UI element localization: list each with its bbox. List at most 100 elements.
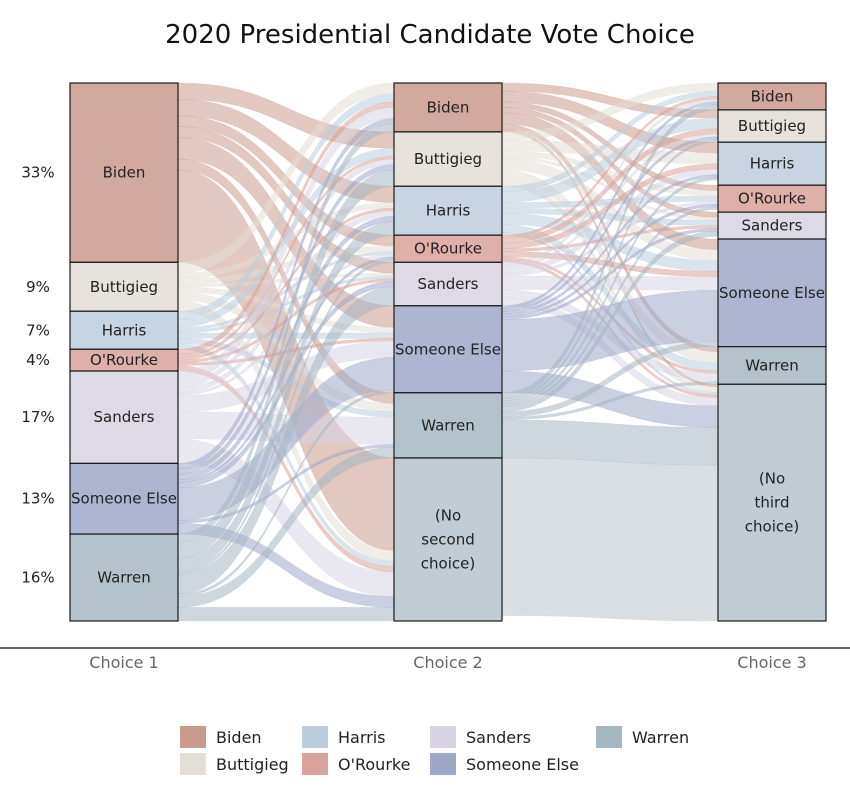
node-2-someone-else: Someone Else <box>393 305 503 394</box>
node-3-buttigieg: Buttigieg <box>717 109 827 143</box>
pct-label-o-rourke: 4% <box>26 351 50 369</box>
axis-layer: Choice 1 Choice 2 Choice 3 <box>0 647 850 672</box>
node-rect <box>393 305 503 394</box>
legend-swatch <box>430 726 456 748</box>
node-2-no-second-choice: (No second choice) <box>393 457 503 622</box>
pct-label-sanders: 17% <box>21 408 54 426</box>
x-tick-label-2: Choice 2 <box>413 653 482 672</box>
legend-label: Buttigieg <box>216 755 289 774</box>
node-label: (No third choice) <box>745 470 799 536</box>
node-1-harris: Harris <box>69 310 179 350</box>
node-label: Sanders <box>94 408 155 426</box>
node-label: Warren <box>745 356 799 374</box>
legend-swatch <box>596 726 622 748</box>
legend-item-harris: Harris <box>302 726 386 748</box>
node-rect <box>717 346 827 385</box>
node-2-buttigieg: Buttigieg <box>393 131 503 187</box>
node-rect <box>69 462 179 535</box>
legend-item-warren: Warren <box>596 726 689 748</box>
node-label: Someone Else <box>719 284 825 302</box>
node-label: Biden <box>103 164 146 182</box>
legend-item-o-rourke: O'Rourke <box>302 753 410 775</box>
flow-2-no-second-choice-to-no-third-choice <box>501 457 719 622</box>
node-2-harris: Harris <box>393 185 503 236</box>
legend-swatch <box>430 753 456 775</box>
node-label: Sanders <box>418 275 479 293</box>
node-3-someone-else: Someone Else <box>717 238 827 348</box>
node-label: Biden <box>427 98 470 116</box>
node-label: Sanders <box>742 217 803 235</box>
node-rect <box>717 238 827 348</box>
node-rect <box>69 82 179 263</box>
legend-item-sanders: Sanders <box>430 726 531 748</box>
pct-label-harris: 7% <box>26 321 50 339</box>
x-tick-label-1: Choice 1 <box>89 653 158 672</box>
node-label: O'Rourke <box>90 351 158 369</box>
node-rect <box>393 457 503 622</box>
legend-label: Warren <box>632 728 689 747</box>
node-2-warren: Warren <box>393 392 503 459</box>
node-rect <box>69 310 179 350</box>
node-1-biden: Biden <box>69 82 179 263</box>
pct-label-buttigieg: 9% <box>26 278 50 296</box>
node-3-warren: Warren <box>717 346 827 385</box>
node-label: Harris <box>750 155 795 173</box>
node-rect <box>393 234 503 263</box>
node-3-o-rourke: O'Rourke <box>717 184 827 213</box>
legend-item-biden: Biden <box>180 726 262 748</box>
node-label: Warren <box>97 569 151 587</box>
chart-title: 2020 Presidential Candidate Vote Choice <box>165 20 695 50</box>
legend-label: Someone Else <box>466 755 579 774</box>
node-label: Warren <box>421 416 475 434</box>
legend-label: Sanders <box>466 728 531 747</box>
node-1-o-rourke: O'Rourke <box>69 348 179 372</box>
node-2-biden: Biden <box>393 82 503 133</box>
node-label: O'Rourke <box>414 240 482 258</box>
node-label: (No second choice) <box>421 506 475 572</box>
legend-swatch <box>302 753 328 775</box>
pct-label-warren: 16% <box>21 569 54 587</box>
legend-label: Harris <box>338 728 386 747</box>
node-label: Buttigieg <box>90 278 158 296</box>
node-rect <box>393 392 503 459</box>
node-rect <box>393 82 503 133</box>
node-2-o-rourke: O'Rourke <box>393 234 503 263</box>
node-label: Buttigieg <box>414 150 482 168</box>
node-rect <box>717 184 827 213</box>
flow-2-sanders-to-someone-else <box>501 275 719 291</box>
node-label: Biden <box>751 87 794 105</box>
node-label: Harris <box>102 321 147 339</box>
legend-label: O'Rourke <box>338 755 410 774</box>
node-rect <box>717 383 827 622</box>
node-label: Someone Else <box>395 340 501 358</box>
node-2-sanders: Sanders <box>393 261 503 307</box>
legend-swatch <box>302 726 328 748</box>
legend-swatch <box>180 753 206 775</box>
legend-item-someone-else: Someone Else <box>430 753 579 775</box>
node-label: Harris <box>426 202 471 220</box>
node-1-buttigieg: Buttigieg <box>69 261 179 312</box>
flow-1-warren-to-no-second-choice <box>177 607 395 622</box>
node-rect <box>69 261 179 312</box>
node-rect <box>717 141 827 186</box>
node-3-biden: Biden <box>717 82 827 111</box>
node-rect <box>393 131 503 187</box>
legend-label: Biden <box>216 728 262 747</box>
node-3-no-third-choice: (No third choice) <box>717 383 827 622</box>
node-1-warren: Warren <box>69 533 179 622</box>
node-rect <box>717 109 827 143</box>
x-tick-label-3: Choice 3 <box>737 653 806 672</box>
nodes-layer: Biden 33% Buttigieg 9% Harris 7% O'Rourke 4% San… <box>21 82 827 622</box>
legend: Biden Buttigieg Harris O'Rourke Sanders Someo… <box>180 726 689 775</box>
node-1-sanders: Sanders <box>69 370 179 465</box>
node-1-someone-else: Someone Else <box>69 462 179 535</box>
node-3-sanders: Sanders <box>717 211 827 240</box>
node-3-harris: Harris <box>717 141 827 186</box>
node-rect <box>717 211 827 240</box>
node-rect <box>69 533 179 622</box>
legend-swatch <box>180 726 206 748</box>
node-label: O'Rourke <box>738 190 806 208</box>
node-label: Someone Else <box>71 490 177 508</box>
